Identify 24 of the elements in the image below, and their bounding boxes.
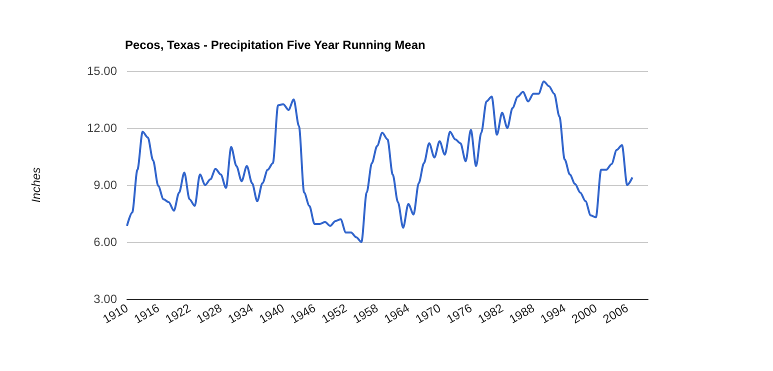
x-tick-label: 1970: [413, 300, 444, 326]
x-tick-label: 1928: [194, 300, 225, 326]
x-tick-label: 1934: [225, 300, 256, 326]
y-tick-label: 3.00: [94, 292, 118, 306]
x-tick-label: 1952: [319, 300, 350, 326]
x-tick-label: 1982: [476, 300, 506, 326]
x-tick-label: 1940: [256, 300, 288, 326]
x-tick-label: 1916: [132, 300, 162, 326]
x-tick-label: 1988: [506, 300, 538, 326]
x-tick-label: 1976: [444, 300, 475, 326]
x-tick-label: 1964: [382, 300, 412, 326]
y-tick-label: 6.00: [94, 235, 118, 249]
line-series: [126, 80, 634, 243]
x-tick-label: 1946: [288, 300, 318, 326]
x-tick-label: 1958: [350, 300, 381, 326]
x-tick-label: 1994: [538, 300, 568, 326]
y-tick-label: 12.00: [86, 121, 118, 135]
y-axis-title: Inches: [29, 167, 43, 203]
y-tick-label: 9.00: [94, 178, 118, 192]
x-tick-label: 1922: [162, 300, 194, 326]
chart-title: Pecos, Texas - Precipitation Five Year Running Mean: [125, 38, 426, 52]
x-tick-label: 2000: [569, 300, 600, 326]
y-tick-label: 15.00: [86, 64, 118, 78]
x-tick-label: 2006: [600, 300, 631, 326]
